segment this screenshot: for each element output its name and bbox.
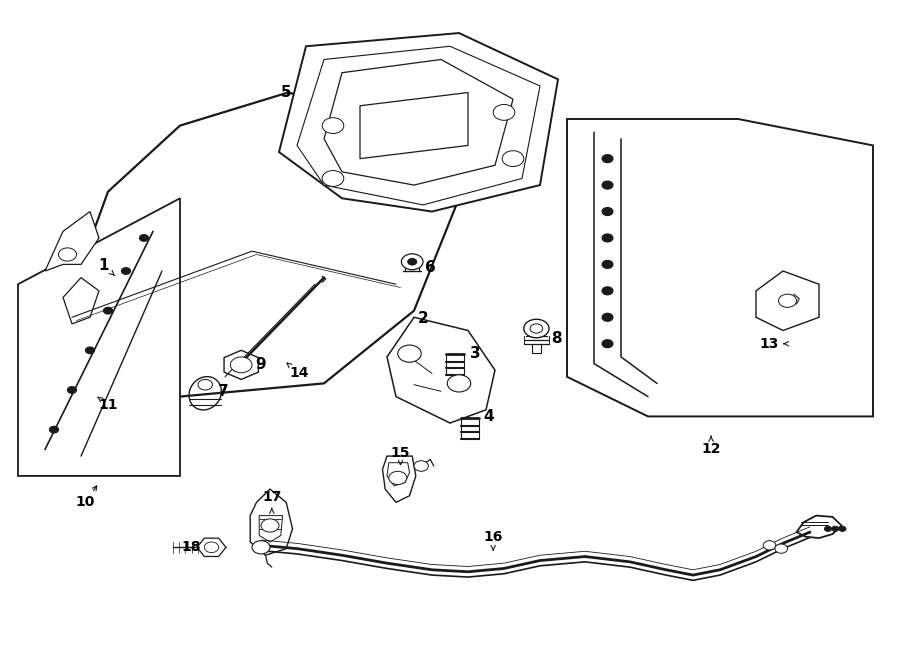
Circle shape <box>602 155 613 163</box>
Circle shape <box>86 347 94 354</box>
Circle shape <box>414 461 428 471</box>
Text: 12: 12 <box>701 442 721 457</box>
Circle shape <box>763 541 776 550</box>
Circle shape <box>68 387 76 393</box>
Circle shape <box>832 526 839 531</box>
Text: 3: 3 <box>470 346 481 361</box>
Circle shape <box>775 544 788 553</box>
Polygon shape <box>297 46 540 205</box>
Text: 14: 14 <box>289 366 309 381</box>
Circle shape <box>524 319 549 338</box>
Circle shape <box>204 542 219 553</box>
Circle shape <box>602 234 613 242</box>
Circle shape <box>104 307 112 314</box>
Polygon shape <box>567 119 873 416</box>
Polygon shape <box>197 538 226 557</box>
Circle shape <box>602 208 613 215</box>
Circle shape <box>261 519 279 532</box>
Text: 18: 18 <box>181 540 201 555</box>
Text: 15: 15 <box>391 446 410 460</box>
Circle shape <box>122 268 130 274</box>
Circle shape <box>447 375 471 392</box>
Polygon shape <box>387 317 495 423</box>
Polygon shape <box>250 489 292 555</box>
Text: 7: 7 <box>218 384 229 399</box>
Circle shape <box>602 260 613 268</box>
Polygon shape <box>756 271 819 330</box>
Text: 11: 11 <box>98 397 118 412</box>
Text: 8: 8 <box>551 331 562 346</box>
Polygon shape <box>324 59 513 185</box>
Polygon shape <box>796 516 842 538</box>
Polygon shape <box>45 212 99 271</box>
Circle shape <box>408 258 417 265</box>
Circle shape <box>140 235 148 241</box>
Text: 2: 2 <box>418 311 428 326</box>
Circle shape <box>602 181 613 189</box>
Circle shape <box>398 345 421 362</box>
Circle shape <box>322 171 344 186</box>
Circle shape <box>602 313 613 321</box>
Polygon shape <box>72 93 459 397</box>
Polygon shape <box>18 198 180 476</box>
Polygon shape <box>259 516 283 542</box>
Circle shape <box>502 151 524 167</box>
Circle shape <box>230 357 252 373</box>
Text: 6: 6 <box>425 260 436 274</box>
Polygon shape <box>360 93 468 159</box>
Text: 9: 9 <box>256 358 266 372</box>
Circle shape <box>530 324 543 333</box>
Text: 10: 10 <box>76 495 95 510</box>
Circle shape <box>824 526 832 531</box>
Polygon shape <box>382 456 416 502</box>
Polygon shape <box>387 463 410 486</box>
Circle shape <box>389 471 407 485</box>
Text: 1: 1 <box>98 258 109 273</box>
Text: 4: 4 <box>483 409 494 424</box>
Circle shape <box>839 526 846 531</box>
Circle shape <box>50 426 58 433</box>
Circle shape <box>401 254 423 270</box>
Text: 13: 13 <box>760 336 779 351</box>
Circle shape <box>493 104 515 120</box>
Circle shape <box>602 287 613 295</box>
Circle shape <box>778 294 796 307</box>
Polygon shape <box>279 33 558 212</box>
Text: 17: 17 <box>262 490 282 504</box>
Polygon shape <box>63 278 99 324</box>
Circle shape <box>198 379 212 390</box>
Circle shape <box>58 248 76 261</box>
Circle shape <box>602 340 613 348</box>
Text: 16: 16 <box>483 529 503 544</box>
Circle shape <box>252 541 270 554</box>
Text: 5: 5 <box>281 85 292 100</box>
Circle shape <box>322 118 344 134</box>
